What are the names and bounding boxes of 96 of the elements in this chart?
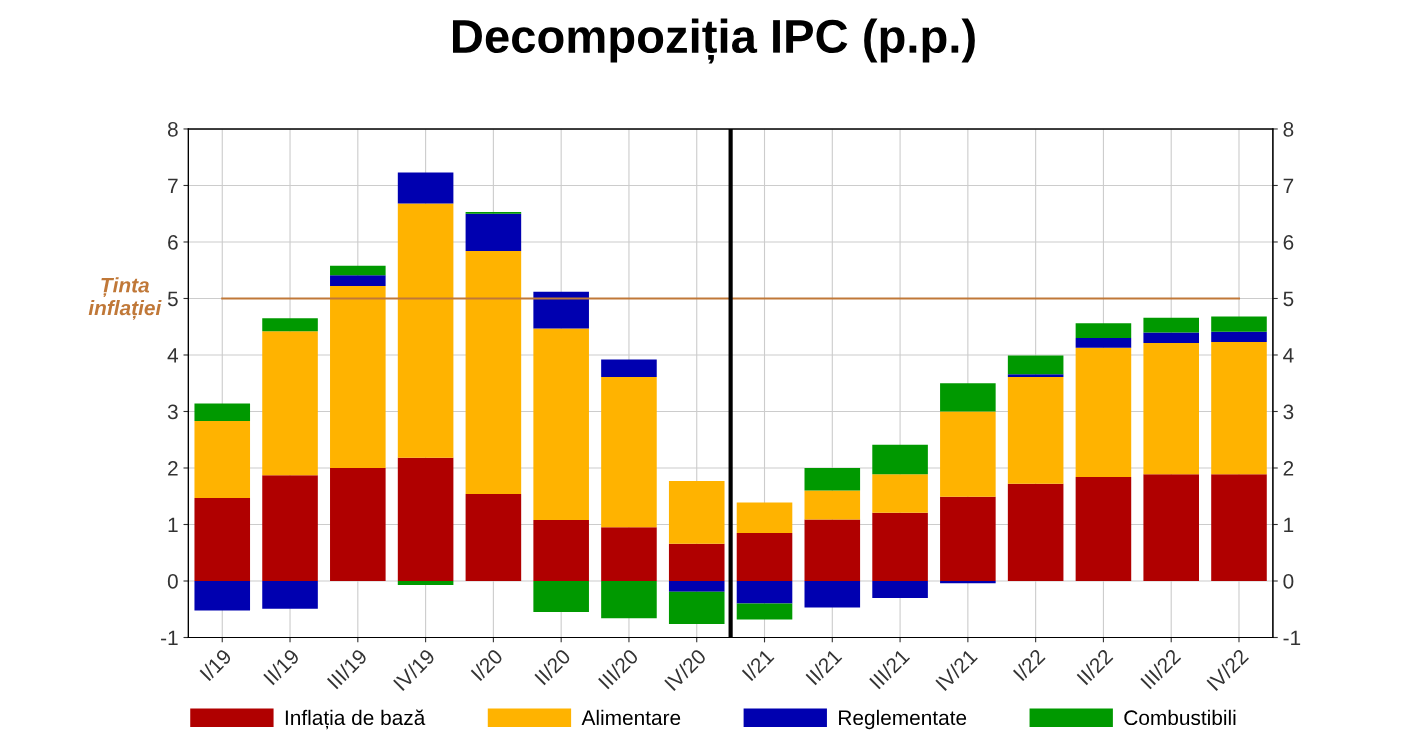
bar xyxy=(194,421,251,498)
chart-title: Decompoziția IPC (p.p.) xyxy=(453,18,975,64)
bar xyxy=(736,603,793,620)
x-tick-label: I/20 xyxy=(470,647,504,682)
bar xyxy=(736,532,793,581)
bar xyxy=(601,359,657,378)
bar xyxy=(533,581,589,613)
legend-label: Reglementate xyxy=(839,709,967,730)
bar xyxy=(940,411,996,497)
y-tick-label: 2 xyxy=(168,461,178,476)
y-tick-label: 8 xyxy=(167,121,178,137)
bar xyxy=(804,519,861,581)
bar xyxy=(940,496,996,581)
y2-tick-label: 5 xyxy=(1283,291,1294,307)
x-tick-label: I/21 xyxy=(741,647,775,682)
bar xyxy=(533,291,589,329)
y2-tick-label: 3 xyxy=(1283,404,1294,420)
bar xyxy=(330,286,386,468)
bar xyxy=(1143,343,1199,475)
y2-tick-label: 7 xyxy=(1283,178,1294,194)
y2-tick-label: 1 xyxy=(1284,517,1294,533)
y-tick-label: -1 xyxy=(161,630,178,646)
bar xyxy=(465,493,522,581)
legend-label: Inflația de bază xyxy=(285,709,426,730)
bar xyxy=(262,581,318,609)
x-tick-label: II/22 xyxy=(1076,647,1114,686)
bar xyxy=(940,383,996,412)
bar xyxy=(1143,474,1199,581)
y2-tick-label: -1 xyxy=(1283,630,1301,646)
y2-tick-label: 0 xyxy=(1283,574,1294,589)
y-tick-label: 7 xyxy=(168,178,178,194)
bar xyxy=(736,502,793,533)
bar xyxy=(804,467,861,491)
x-tick-label: I/22 xyxy=(1012,647,1046,682)
bar xyxy=(194,581,251,611)
bar xyxy=(1143,317,1199,333)
bar xyxy=(668,543,725,581)
bar xyxy=(397,457,454,581)
bar xyxy=(1007,377,1064,484)
legend-label: Alimentare xyxy=(581,709,681,726)
y-tick-label: 3 xyxy=(167,404,178,420)
bar xyxy=(397,203,454,458)
bar xyxy=(465,213,522,252)
bar xyxy=(804,490,861,520)
bar xyxy=(1211,316,1267,332)
bar xyxy=(397,581,454,585)
bar xyxy=(1075,323,1132,339)
bar xyxy=(194,403,251,422)
bar xyxy=(330,265,386,276)
bar xyxy=(601,377,657,528)
y-tick-label: 1 xyxy=(168,517,178,533)
bar xyxy=(1075,477,1132,581)
bar xyxy=(262,318,318,332)
y-tick-label: 6 xyxy=(168,234,178,250)
bar xyxy=(533,328,589,520)
bar xyxy=(330,467,386,581)
bar xyxy=(872,581,928,598)
bar xyxy=(601,527,657,581)
bar xyxy=(194,497,251,581)
bar xyxy=(1007,483,1064,581)
bar xyxy=(1211,341,1267,475)
y-tick-label: 0 xyxy=(167,574,178,589)
bar xyxy=(668,591,725,624)
bar xyxy=(872,474,928,513)
bar xyxy=(1211,474,1267,581)
bar xyxy=(465,251,522,494)
bar xyxy=(1007,374,1064,378)
bar xyxy=(330,275,386,287)
bar xyxy=(1075,338,1132,348)
bar xyxy=(262,331,318,476)
bar xyxy=(668,480,725,544)
bar xyxy=(533,519,589,581)
x-tick-label: II/20 xyxy=(533,647,572,686)
bar xyxy=(601,581,657,619)
bar xyxy=(668,581,725,592)
bar xyxy=(262,475,318,581)
y-tick-label: 4 xyxy=(167,348,179,363)
y-tick-label: 5 xyxy=(167,291,178,307)
bar xyxy=(1211,331,1267,342)
bar xyxy=(1143,332,1199,344)
bar xyxy=(1007,355,1064,375)
x-tick-label: II/19 xyxy=(262,647,301,686)
bar xyxy=(1075,347,1132,478)
ref-line-label: Ținta inflației xyxy=(88,277,162,320)
y2-tick-label: 2 xyxy=(1283,461,1294,476)
x-tick-label: II/21 xyxy=(805,647,843,686)
bar xyxy=(872,444,928,475)
bar xyxy=(736,581,793,604)
legend-label: Combustibili xyxy=(1124,709,1236,726)
y2-tick-label: 6 xyxy=(1283,234,1294,250)
y2-tick-label: 4 xyxy=(1283,348,1294,363)
bar xyxy=(397,172,454,204)
bar xyxy=(804,581,861,608)
y2-tick-label: 8 xyxy=(1283,121,1294,137)
x-tick-label: I/19 xyxy=(199,647,233,682)
bar xyxy=(872,512,928,581)
